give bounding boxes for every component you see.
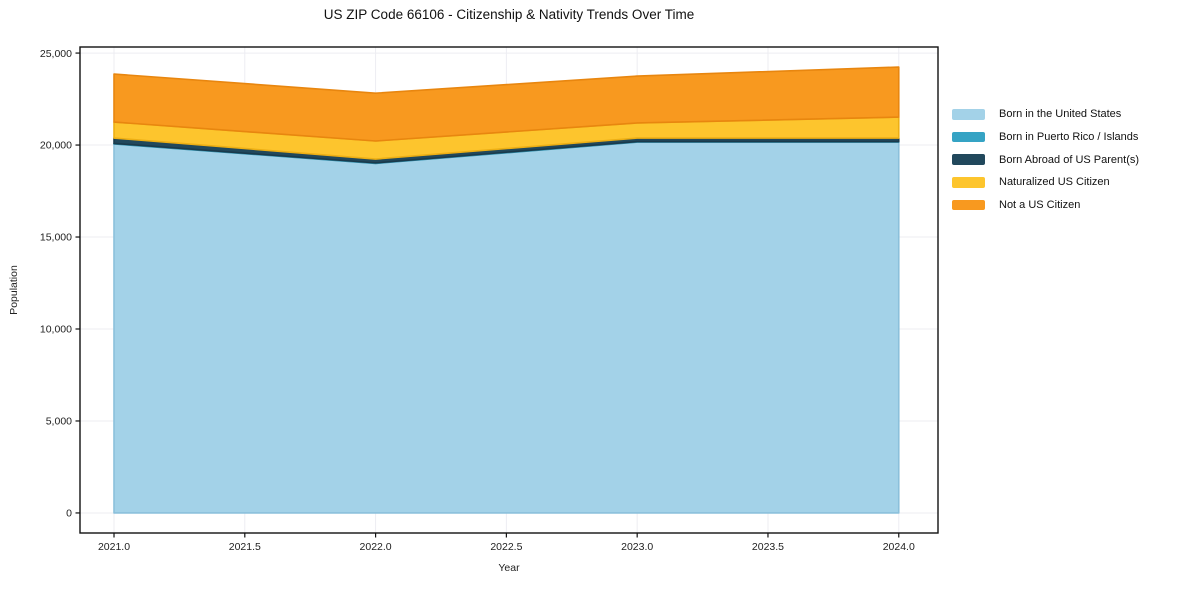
legend-swatch bbox=[952, 199, 985, 211]
legend-item: Born in the United States bbox=[952, 103, 1139, 126]
legend: Born in the United States Born in Puerto… bbox=[952, 103, 1139, 216]
area-series-4 bbox=[113, 66, 900, 142]
y-tick-label: 25,000 bbox=[40, 48, 72, 60]
plot-frame bbox=[79, 46, 939, 534]
y-tick-label: 10,000 bbox=[40, 324, 72, 336]
legend-swatch bbox=[952, 154, 985, 165]
x-axis-label: Year bbox=[498, 562, 520, 574]
legend-swatch bbox=[952, 131, 985, 143]
y-axis-label: Population bbox=[8, 265, 20, 315]
x-tick-label: 2021.5 bbox=[229, 541, 261, 553]
legend-swatch bbox=[952, 109, 985, 120]
y-tick-label: 15,000 bbox=[40, 232, 72, 244]
x-tick-label: 2022.0 bbox=[360, 541, 392, 553]
x-tick-label: 2023.0 bbox=[621, 541, 653, 553]
chart-title: US ZIP Code 66106 - Citizenship & Nativi… bbox=[323, 7, 695, 22]
x-tick-label: 2023.5 bbox=[752, 541, 784, 553]
y-tick-label: 20,000 bbox=[40, 140, 72, 152]
legend-label: Born in the United States bbox=[999, 108, 1122, 121]
legend-label: Born in Puerto Rico / Islands bbox=[999, 131, 1139, 144]
x-tick-label: 2024.0 bbox=[883, 541, 915, 553]
x-tick-label: 2021.0 bbox=[98, 541, 130, 553]
legend-item: Not a US Citizen bbox=[952, 194, 1139, 217]
legend-swatch bbox=[952, 177, 985, 188]
legend-item: Born Abroad of US Parent(s) bbox=[952, 148, 1139, 171]
legend-label: Born Abroad of US Parent(s) bbox=[999, 153, 1140, 166]
legend-item: Naturalized US Citizen bbox=[952, 171, 1139, 194]
y-tick-label: 5,000 bbox=[46, 416, 72, 428]
legend-label: Naturalized US Citizen bbox=[999, 176, 1110, 189]
area-series-0 bbox=[113, 141, 900, 514]
legend-label: Not a US Citizen bbox=[999, 199, 1081, 212]
x-tick-label: 2022.5 bbox=[490, 541, 522, 553]
legend-item: Born in Puerto Rico / Islands bbox=[952, 126, 1139, 149]
y-tick-label: 0 bbox=[66, 508, 72, 520]
